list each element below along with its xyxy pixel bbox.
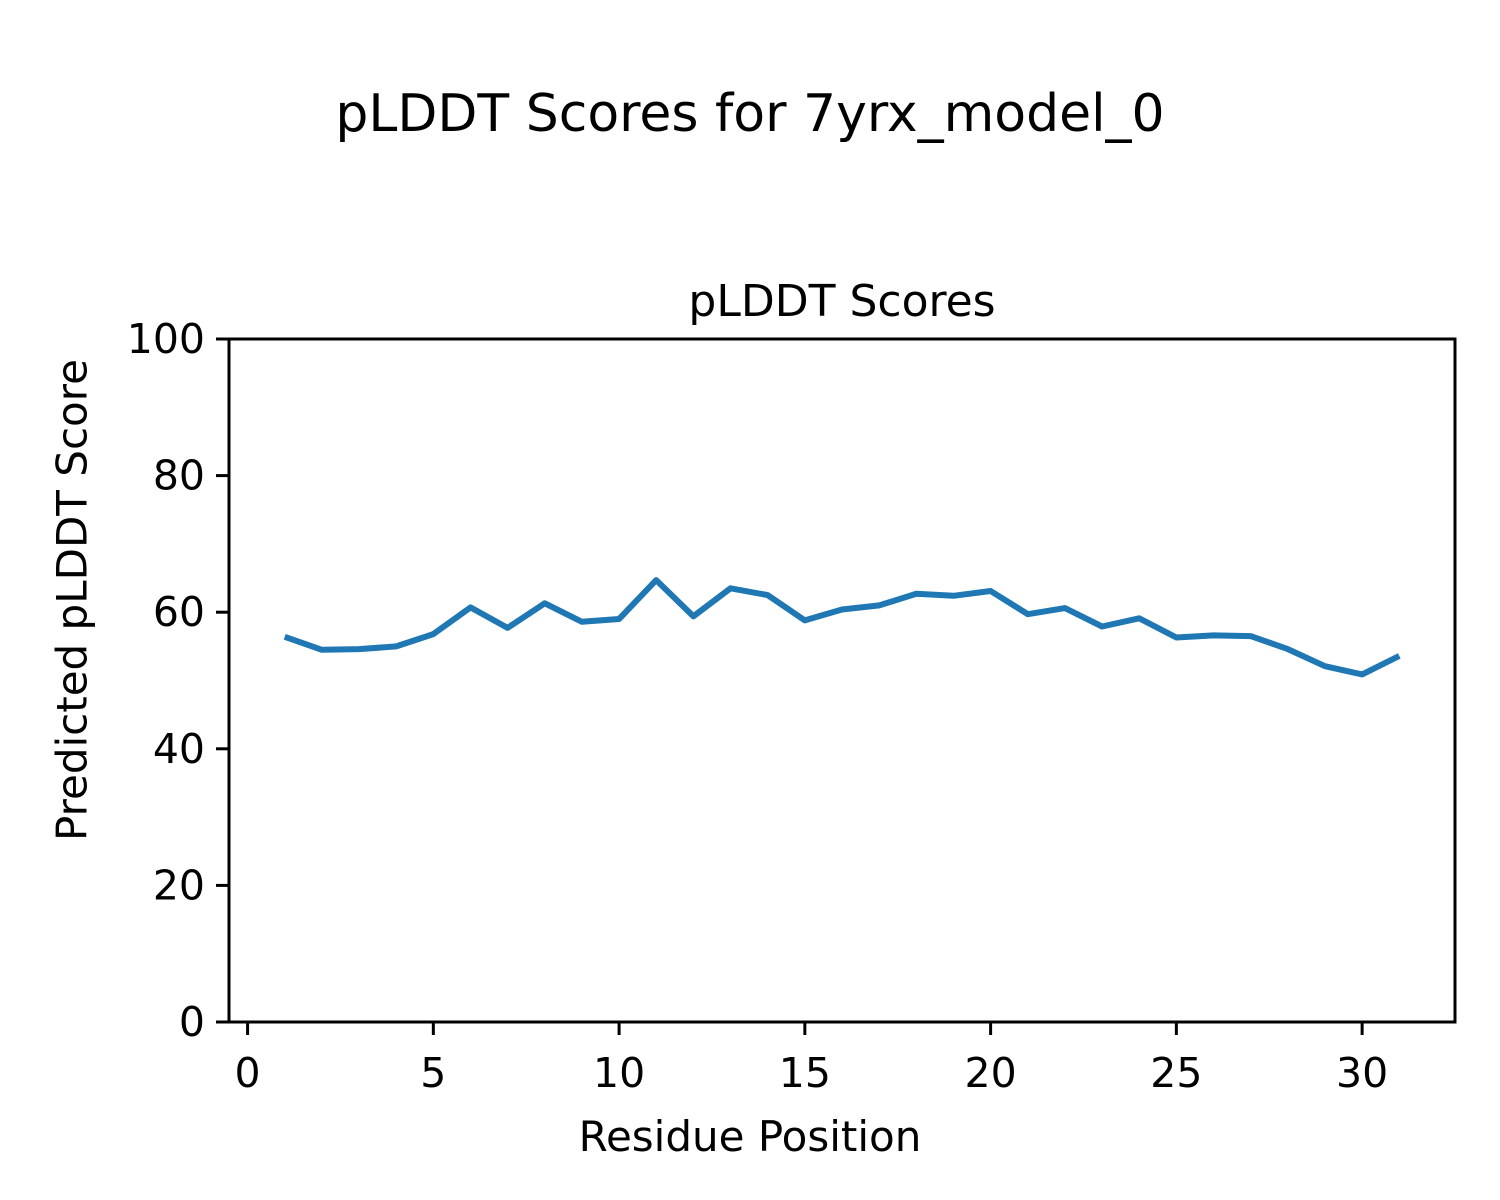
x-tick-label: 5: [420, 1049, 446, 1097]
axes-spines: [227, 337, 1457, 1024]
figure-title: pLDDT Scores for 7yrx_model_0: [335, 84, 1165, 144]
y-tick-label: 0: [179, 998, 205, 1046]
y-tick-label: 20: [153, 861, 205, 909]
x-axis-label: Residue Position: [578, 1112, 922, 1161]
x-tick-label: 0: [235, 1049, 261, 1097]
plddt-line: [283, 577, 1401, 678]
y-tick-label: 100: [127, 315, 205, 363]
y-tick-label: 60: [153, 588, 205, 636]
x-tick-label: 30: [1336, 1049, 1388, 1097]
x-tick-label: 10: [593, 1049, 645, 1097]
y-tick-label: 40: [153, 725, 205, 773]
x-tick-label: 15: [779, 1049, 831, 1097]
x-tick-label: 20: [965, 1049, 1017, 1097]
x-tick-label: 25: [1150, 1049, 1202, 1097]
axes-title: pLDDT Scores: [688, 276, 996, 327]
y-tick-label: 80: [153, 452, 205, 500]
